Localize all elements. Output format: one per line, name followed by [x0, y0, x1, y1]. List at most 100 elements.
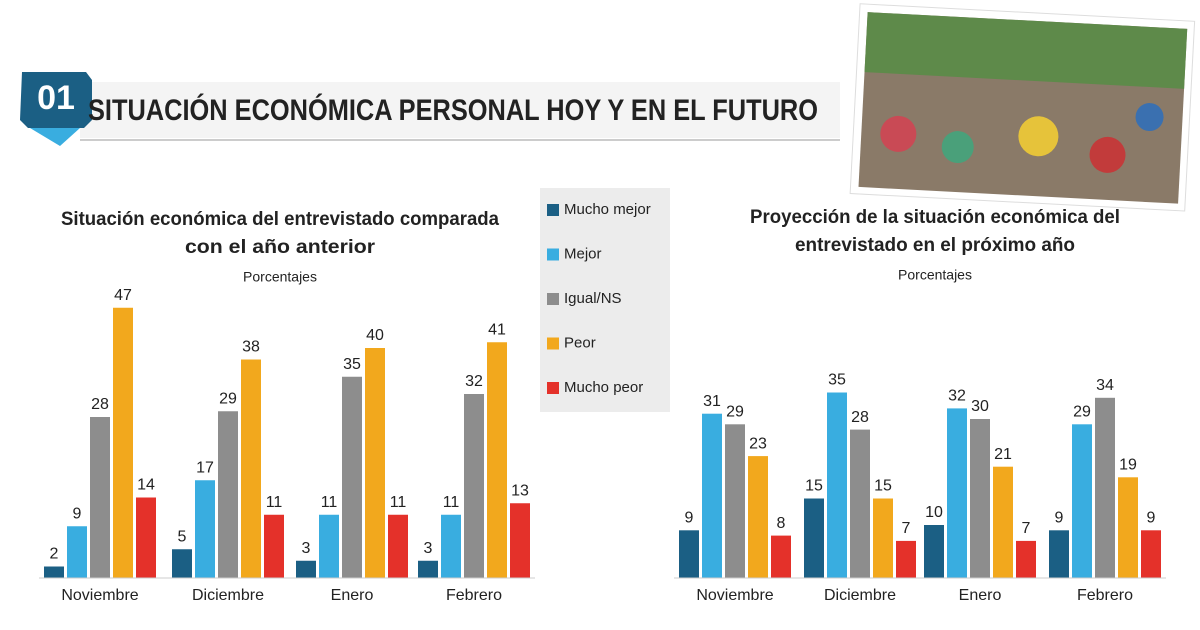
- value-label: 35: [343, 356, 361, 373]
- legend-swatch: [547, 204, 559, 216]
- value-label: 14: [137, 477, 155, 494]
- bar: [319, 514, 339, 578]
- value-label: 7: [902, 520, 911, 537]
- value-label: 8: [777, 515, 786, 532]
- bar: [748, 456, 768, 578]
- bar: [218, 411, 238, 578]
- photo-trees: [864, 12, 1188, 89]
- value-label: 28: [851, 409, 869, 426]
- x-tick-label: Diciembre: [192, 587, 264, 604]
- legend-swatch: [547, 293, 559, 305]
- legend-swatch: [547, 382, 559, 394]
- value-label: 3: [424, 540, 433, 557]
- bar: [195, 480, 215, 578]
- value-label: 29: [726, 404, 744, 421]
- bar: [1072, 424, 1092, 578]
- value-label: 10: [925, 504, 943, 521]
- value-label: 3: [302, 540, 311, 557]
- bar: [296, 560, 316, 578]
- value-label: 13: [511, 482, 529, 499]
- value-label: 29: [1073, 404, 1091, 421]
- bar: [725, 424, 745, 578]
- bar: [241, 359, 261, 578]
- bar: [850, 429, 870, 578]
- value-label: 11: [390, 494, 407, 511]
- value-label: 28: [91, 396, 109, 413]
- x-tick-label: Enero: [331, 587, 374, 604]
- bar: [827, 392, 847, 578]
- value-label: 7: [1022, 520, 1031, 537]
- bar: [136, 497, 156, 578]
- value-label: 11: [443, 494, 460, 511]
- bar: [113, 307, 133, 578]
- value-label: 23: [749, 435, 767, 452]
- legend-box: [540, 188, 670, 412]
- value-label: 38: [242, 339, 260, 356]
- bar: [993, 466, 1013, 578]
- value-label: 9: [1055, 510, 1064, 527]
- photo-person: [941, 131, 974, 164]
- chart-title: Proyección de la situación económica del: [750, 207, 1120, 228]
- section-number: 01: [37, 79, 75, 117]
- value-label: 29: [219, 390, 237, 407]
- x-tick-label: Diciembre: [824, 587, 896, 604]
- value-label: 30: [971, 398, 989, 415]
- value-label: 40: [366, 327, 384, 344]
- value-label: 15: [805, 478, 823, 495]
- value-label: 9: [73, 505, 82, 522]
- value-label: 9: [685, 510, 694, 527]
- photo-person: [1018, 116, 1059, 157]
- value-label: 11: [266, 494, 283, 511]
- chart-title: entrevistado en el próximo año: [795, 235, 1075, 256]
- value-label: 2: [50, 546, 59, 563]
- photo-person: [1089, 136, 1126, 173]
- value-label: 19: [1119, 457, 1137, 474]
- value-label: 32: [465, 373, 483, 390]
- bar: [264, 514, 284, 578]
- legend-swatch: [547, 248, 559, 261]
- value-label: 31: [703, 393, 721, 410]
- x-tick-label: Noviembre: [696, 587, 773, 604]
- value-label: 11: [321, 494, 338, 511]
- bar: [67, 526, 87, 578]
- legend-label: Mejor: [564, 245, 602, 262]
- chart-subtitle: Porcentajes: [898, 267, 972, 283]
- bar: [1016, 540, 1036, 578]
- value-label: 32: [948, 388, 966, 405]
- bar: [873, 498, 893, 578]
- bar: [464, 394, 484, 578]
- legend-label: Igual/NS: [564, 290, 622, 307]
- value-label: 9: [1147, 510, 1156, 527]
- bar: [365, 348, 385, 578]
- number-badge: [20, 72, 92, 128]
- bar: [804, 498, 824, 578]
- x-tick-label: Enero: [959, 587, 1002, 604]
- chart-title: Situación económica del entrevistado com…: [61, 209, 499, 230]
- value-label: 5: [178, 528, 187, 545]
- value-label: 47: [114, 287, 132, 304]
- bar: [970, 419, 990, 578]
- value-label: 34: [1096, 377, 1114, 394]
- photo: [849, 3, 1196, 212]
- bar: [418, 560, 438, 578]
- photo-umbrella: [1135, 103, 1164, 132]
- value-label: 41: [488, 321, 506, 338]
- x-tick-label: Febrero: [446, 587, 502, 604]
- legend-swatch: [547, 337, 559, 350]
- bar: [771, 535, 791, 578]
- value-label: 21: [994, 446, 1012, 463]
- bar: [487, 342, 507, 578]
- bar: [1049, 530, 1069, 578]
- bar: [44, 566, 64, 578]
- bar: [702, 413, 722, 578]
- value-label: 35: [828, 372, 846, 389]
- legend-label: Mucho peor: [564, 379, 643, 396]
- legend-label: Peor: [564, 334, 596, 351]
- section-title: SITUACIÓN ECONÓMICA PERSONAL HOY Y EN EL…: [88, 93, 818, 127]
- value-label: 17: [196, 459, 214, 476]
- legend-label: Mucho mejor: [564, 201, 651, 218]
- x-tick-label: Noviembre: [61, 587, 138, 604]
- bar: [510, 503, 530, 578]
- bar: [388, 514, 408, 578]
